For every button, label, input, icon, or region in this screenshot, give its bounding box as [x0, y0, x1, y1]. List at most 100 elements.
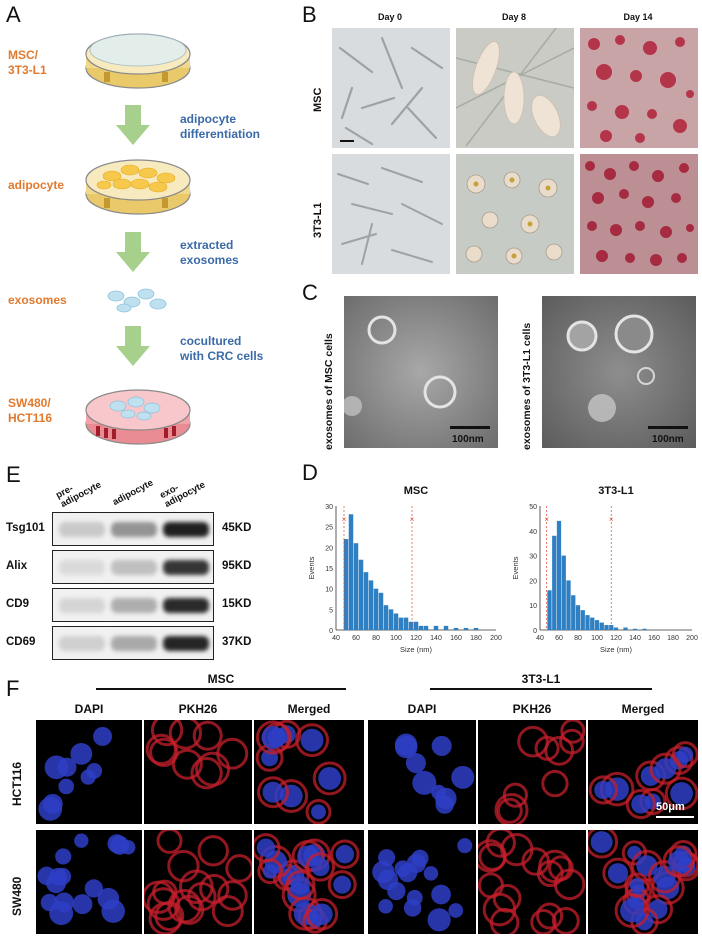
histogram-bar: [632, 628, 638, 630]
row-hct116: HCT116: [10, 761, 24, 806]
fluorescence-merged-tile: [254, 830, 364, 934]
step-1-line2: differentiation: [180, 127, 260, 141]
nucleus: [607, 863, 629, 884]
histogram-bar: [398, 617, 404, 630]
chart-title: 3T3-L1: [598, 485, 633, 497]
histogram-bar: [403, 617, 409, 630]
x-tick-label: 60: [555, 635, 563, 642]
fluorescence-cells: [254, 833, 360, 934]
histogram-bar: [547, 590, 552, 630]
row-msc: MSC: [312, 87, 324, 112]
histogram-bar: [418, 625, 424, 630]
nucleus: [627, 845, 642, 860]
x-tick-label: 100: [390, 635, 402, 642]
stage-crc-line1: SW480/: [8, 396, 51, 410]
histogram-bar: [604, 625, 609, 630]
fluorescence-cells: [144, 830, 252, 934]
membrane-stain: [588, 775, 618, 805]
fluorescence-pkh-tile: [478, 830, 586, 934]
step-differentiation-label: adipocyte differentiation: [180, 112, 260, 142]
membrane-stain: [560, 720, 586, 744]
marker-x: ×: [544, 515, 549, 524]
histogram-bar: [590, 617, 595, 630]
nucleus: [84, 879, 103, 898]
membrane-stain: [171, 748, 203, 780]
membrane-stain: [621, 840, 648, 866]
membrane-stain: [197, 835, 229, 867]
step-coculture-label: cocultured with CRC cells: [180, 334, 263, 364]
histogram-bar: [552, 535, 557, 630]
nucleus: [403, 899, 422, 917]
histogram-bar: [393, 613, 399, 630]
nucleus: [412, 770, 437, 795]
histogram-bar: [353, 543, 359, 630]
histogram-bar: [613, 627, 619, 630]
membrane-stain: [255, 720, 291, 755]
row-sw480: SW480: [10, 876, 24, 916]
membrane-stain: [614, 893, 650, 928]
head-merged-2: Merged: [621, 702, 665, 716]
head-dapi-2: DAPI: [407, 702, 437, 716]
nucleus: [405, 753, 426, 774]
nucleus: [318, 766, 342, 790]
histogram-bar: [623, 627, 628, 630]
blot-band: [59, 560, 105, 575]
membrane-stain: [559, 728, 585, 755]
x-axis-label: Size (nm): [600, 645, 633, 654]
nucleus: [110, 835, 130, 855]
step-3-line1: cocultured: [180, 334, 242, 348]
x-tick-label: 60: [352, 635, 360, 642]
panel-letter-a: A: [6, 2, 21, 27]
stage-exosomes-label: exosomes: [8, 293, 67, 307]
step-extracted-label: extracted exosomes: [180, 238, 239, 268]
fluorescence-merged-tile: [588, 830, 698, 934]
membrane-stain: [521, 847, 550, 876]
y-axis-label: Events: [511, 556, 520, 579]
membrane-stain: [192, 720, 223, 751]
stage-msc-label: MSC/ 3T3-L1: [8, 48, 47, 78]
y-tick-label: 30: [325, 504, 333, 511]
histogram-bar: [463, 627, 469, 630]
membrane-stain: [625, 788, 656, 820]
x-tick-label: 80: [574, 635, 582, 642]
y-tick-label: 10: [325, 587, 333, 594]
nucleus: [261, 725, 285, 750]
nucleus: [335, 844, 355, 864]
stage-msc-line1: MSC/: [8, 48, 38, 62]
histogram-bar: [348, 514, 354, 630]
marker-x: ×: [410, 515, 415, 524]
membrane-stain: [295, 723, 330, 758]
nucleus: [620, 898, 644, 923]
histogram-bar: [566, 580, 571, 630]
nucleus: [677, 746, 694, 763]
membrane-stain: [327, 870, 357, 900]
nucleus: [311, 804, 326, 820]
label-exosomes-3t3: exosomes of 3T3-L1 cells: [521, 322, 533, 450]
nucleus: [435, 787, 457, 810]
fluorescence-pkh-tile: [478, 720, 586, 824]
nucleus: [101, 899, 125, 923]
chart-title: MSC: [404, 485, 429, 497]
nucleus: [451, 765, 475, 789]
blot-protein-cd69: CD69: [6, 636, 36, 648]
nucleus: [636, 855, 658, 877]
blot-strip: [52, 626, 214, 660]
nucleus: [55, 848, 72, 865]
nucleus: [629, 877, 645, 893]
membrane-stain: [179, 869, 214, 905]
membrane-stain: [588, 830, 619, 859]
membrane-stain: [305, 798, 332, 824]
membrane-stain: [216, 737, 249, 770]
histogram-bar: [373, 588, 379, 630]
histogram-bar: [423, 625, 429, 630]
nucleus: [262, 781, 284, 803]
membrane-stain: [485, 830, 516, 858]
blot-strip: [52, 588, 214, 622]
nucleus: [378, 849, 396, 867]
histogram-bar: [433, 625, 439, 630]
col-day0: Day 0: [377, 12, 403, 22]
nucleus: [311, 903, 333, 925]
lane-exo-adipocyte: exo- adipocyte: [158, 472, 207, 510]
membrane-stain: [330, 839, 360, 869]
membrane-stain: [168, 720, 203, 750]
